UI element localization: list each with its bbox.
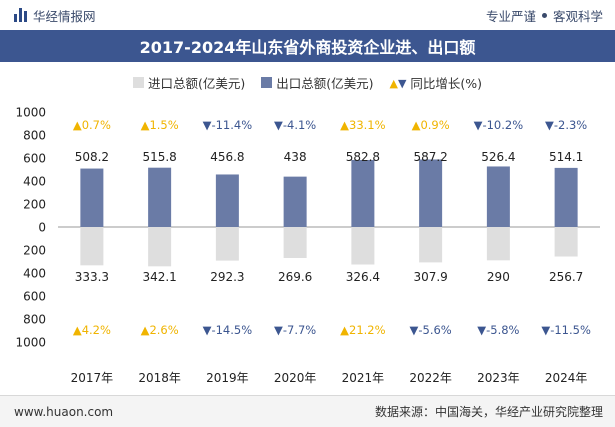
legend-export-label: 出口总额(亿美元): [276, 75, 374, 91]
import-bar: [215, 227, 239, 261]
x-category-label: 2021年: [342, 371, 385, 385]
y-tick-label: 200: [23, 198, 46, 212]
legend-growth-label: 同比增长(%): [410, 75, 483, 91]
brand-logo-icon: [14, 8, 27, 22]
top-bar: 华经情报网 专业严谨 客观科学: [0, 0, 615, 30]
import-value-label: 333.3: [75, 270, 109, 284]
y-tick-label: 600: [23, 152, 46, 166]
export-growth-label: ▼-4.1%: [274, 118, 316, 132]
export-growth-label: ▲0.9%: [412, 118, 450, 132]
import-bar: [148, 227, 172, 267]
import-growth-label: ▲2.6%: [141, 323, 179, 337]
footer-source: 数据来源：中国海关，华经产业研究院整理: [374, 405, 603, 419]
import-value-label: 292.3: [210, 270, 244, 284]
legend-import-label: 进口总额(亿美元): [147, 75, 246, 91]
y-tick-label: 800: [23, 313, 46, 327]
export-growth-label: ▲1.5%: [141, 118, 179, 132]
export-value-label: 582.8: [346, 150, 380, 164]
y-tick-label: 400: [23, 267, 46, 281]
y-tick-label: 1000: [15, 106, 46, 120]
import-bar: [554, 227, 578, 257]
export-swatch-icon: [261, 76, 273, 88]
export-growth-label: ▼-2.3%: [545, 118, 587, 132]
y-tick-label: 200: [23, 244, 46, 258]
export-value-label: 514.1: [549, 150, 583, 164]
chart-title-bar: 2017-2024年山东省外商投资企业进、出口额: [0, 30, 615, 62]
export-bar: [80, 168, 104, 227]
legend-item-export: 出口总额(亿美元): [261, 73, 373, 92]
import-bar: [419, 227, 443, 263]
import-bar: [80, 227, 104, 266]
legend-item-growth: ▲▼ 同比增长(%): [389, 73, 482, 92]
y-tick-label: 1000: [15, 336, 46, 350]
export-value-label: 515.8: [142, 150, 176, 164]
bar-chart: 1000 800 600 400 200 0 200 400 600 800 1000 508.2 33…: [15, 106, 600, 385]
y-tick-label: 400: [23, 175, 46, 189]
slogan: 专业严谨 客观科学: [486, 6, 603, 25]
growth-triangles-icon: ▲▼: [389, 76, 407, 90]
footer: www.huaon.com 数据来源：中国海关，华经产业研究院整理: [0, 395, 615, 427]
export-value-label: 587.2: [413, 150, 447, 164]
export-bar: [148, 167, 172, 227]
export-value-label: 438: [284, 150, 307, 164]
export-growth-label: ▲33.1%: [340, 118, 385, 132]
export-bar: [486, 166, 510, 227]
import-bar: [351, 227, 375, 265]
legend-item-import: 进口总额(亿美元): [132, 73, 246, 92]
import-bar: [283, 227, 307, 259]
x-category-label: 2020年: [274, 371, 317, 385]
y-tick-label: 800: [23, 129, 46, 143]
export-growth-label: ▼-10.2%: [474, 118, 524, 132]
import-swatch-icon: [132, 76, 144, 88]
slogan-tag-1: 专业严谨: [485, 8, 536, 24]
export-bar: [351, 159, 375, 227]
slogan-tag-2: 客观科学: [552, 8, 603, 24]
x-category-label: 2023年: [477, 371, 520, 385]
export-bar: [215, 174, 239, 227]
y-tick-label: 600: [23, 290, 46, 304]
chart-legend: 进口总额(亿美元) 出口总额(亿美元) ▲▼ 同比增长(%): [0, 72, 615, 92]
import-growth-label: ▼-14.5%: [203, 323, 253, 337]
brand: 华经情报网: [14, 6, 96, 25]
import-value-label: 256.7: [549, 270, 583, 284]
x-category-label: 2018年: [138, 371, 181, 385]
import-value-label: 290: [487, 270, 510, 284]
import-growth-label: ▼-11.5%: [541, 323, 591, 337]
import-bar: [486, 227, 510, 261]
import-growth-label: ▼-7.7%: [274, 323, 316, 337]
import-value-label: 269.6: [278, 270, 312, 284]
import-growth-label: ▲4.2%: [73, 323, 111, 337]
x-category-label: 2019年: [206, 371, 249, 385]
export-bar: [419, 159, 443, 227]
import-growth-label: ▼-5.6%: [410, 323, 452, 337]
import-growth-label: ▼-5.8%: [477, 323, 519, 337]
import-value-label: 342.1: [142, 270, 176, 284]
chart-title: 2017-2024年山东省外商投资企业进、出口额: [139, 38, 476, 57]
import-value-label: 326.4: [346, 270, 380, 284]
export-growth-label: ▼-11.4%: [203, 118, 253, 132]
export-growth-label: ▲0.7%: [73, 118, 111, 132]
import-growth-label: ▲21.2%: [340, 323, 385, 337]
export-value-label: 526.4: [481, 150, 515, 164]
export-value-label: 456.8: [210, 150, 244, 164]
x-category-label: 2017年: [71, 371, 114, 385]
export-bar: [554, 167, 578, 227]
import-value-label: 307.9: [413, 270, 447, 284]
brand-name: 华经情报网: [33, 8, 96, 24]
dot-separator-icon: [541, 12, 547, 18]
export-bar: [283, 176, 307, 227]
export-value-label: 508.2: [75, 150, 109, 164]
x-category-label: 2022年: [409, 371, 452, 385]
footer-website: www.huaon.com: [14, 404, 114, 419]
y-tick-label: 0: [38, 221, 46, 235]
x-category-label: 2024年: [545, 371, 588, 385]
